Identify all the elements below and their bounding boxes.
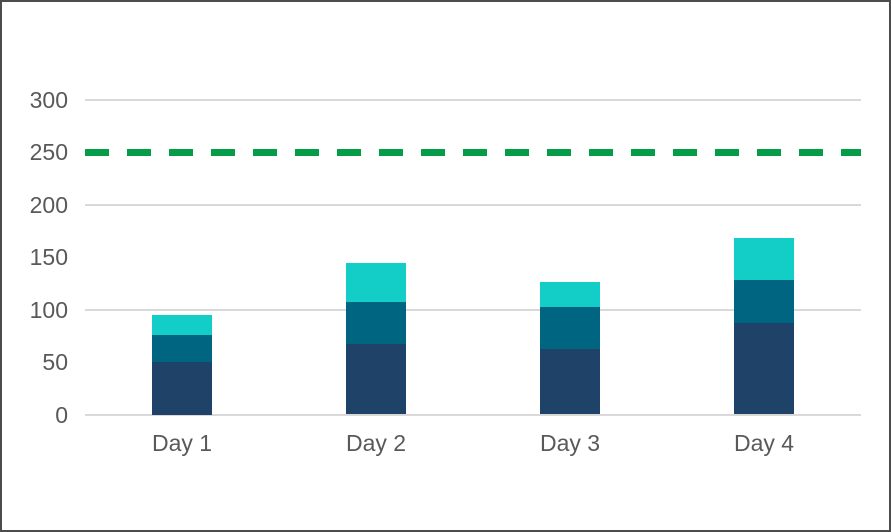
x-tick-label-4: Day 4 xyxy=(733,430,795,456)
y-tick-label-300: 300 xyxy=(29,86,68,113)
bar-4-teal-middle-segment xyxy=(734,280,794,324)
bar-1-navy-bottom-segment xyxy=(152,362,212,415)
bar-1-teal-middle-segment xyxy=(152,334,212,362)
bar-3-cyan-top-segment xyxy=(540,282,600,308)
y-tick-label-100: 100 xyxy=(29,296,68,323)
x-tick-label-1: Day 1 xyxy=(151,430,213,456)
gridline-300 xyxy=(85,98,861,101)
target-dashed-line xyxy=(85,148,861,156)
x-tick-label-3: Day 3 xyxy=(539,430,601,456)
y-tick-label-50: 50 xyxy=(42,349,68,375)
bar-3-navy-bottom-segment xyxy=(540,349,600,415)
gridline-200 xyxy=(85,203,861,206)
bar-4-cyan-top-segment xyxy=(734,238,794,281)
y-tick-label-200: 200 xyxy=(29,191,68,218)
y-tick-label-250: 250 xyxy=(29,139,68,165)
y-tick-label-150: 150 xyxy=(29,244,68,270)
bar-1-cyan-top-segment xyxy=(152,314,212,335)
bar-3-teal-middle-segment xyxy=(540,307,600,350)
gridline-0 xyxy=(85,413,861,416)
y-tick-label-0: 0 xyxy=(55,401,68,428)
x-tick-label-2: Day 2 xyxy=(345,430,407,456)
bar-4-navy-bottom-segment xyxy=(734,323,794,415)
bar-2-teal-middle-segment xyxy=(346,302,406,345)
bar-2-navy-bottom-segment xyxy=(346,344,406,415)
bar-2-cyan-top-segment xyxy=(346,263,406,303)
gridline-100 xyxy=(85,308,861,311)
